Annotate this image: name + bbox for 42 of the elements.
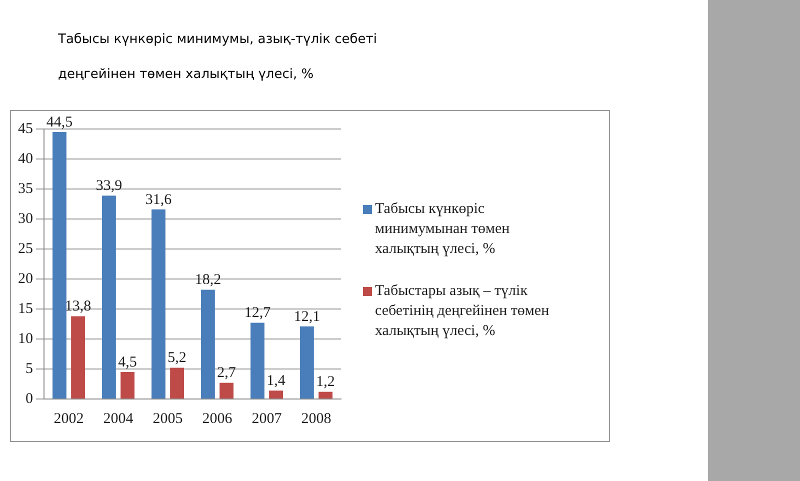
bar: [120, 372, 134, 398]
y-tick-label: 45: [18, 120, 33, 137]
y-tick-label: 25: [18, 240, 33, 257]
legend-label: Табыстары азық – түлік себетінің деңгейінен төмен халықтың үлесі, %: [375, 282, 550, 341]
data-label: 2,7: [217, 365, 236, 382]
chart-title: Табысы күнкөріс минимумы, азық-түлік себеті деңгейінен төмен халықтың үлесі, %: [58, 32, 377, 82]
bar: [152, 209, 166, 398]
x-tick-label: 2008: [301, 410, 332, 427]
data-label: 1,4: [266, 373, 286, 390]
x-tick-label: 2007: [252, 410, 282, 427]
bar: [170, 368, 184, 398]
y-tick-label: 10: [18, 330, 33, 347]
x-tick-label: 2006: [202, 410, 233, 427]
data-label: 5,2: [168, 350, 186, 366]
data-label: 31,6: [145, 192, 172, 208]
data-label: 12,1: [294, 308, 320, 325]
y-tick-label: 5: [26, 360, 33, 377]
bar: [269, 390, 283, 398]
data-label: 33,9: [96, 178, 122, 194]
bar: [318, 392, 332, 398]
y-tick-label: 0: [26, 390, 33, 407]
y-tick-label: 15: [18, 300, 33, 317]
data-label: 44,5: [46, 114, 73, 130]
bar: [300, 326, 314, 398]
bar: [52, 132, 66, 398]
data-label: 18,2: [194, 272, 222, 288]
y-tick-label: 35: [18, 180, 33, 197]
bar: [71, 316, 85, 398]
bar: [102, 196, 116, 398]
data-label: 12,7: [244, 305, 272, 322]
data-label: 4,5: [118, 354, 137, 370]
x-tick-label: 2005: [152, 410, 183, 427]
y-tick-label: 40: [18, 150, 33, 167]
x-tick-label: 2002: [54, 410, 84, 427]
bar: [201, 290, 215, 398]
bar: [250, 322, 264, 398]
bar: [220, 382, 234, 398]
data-label: 1,2: [316, 374, 335, 390]
y-tick-label: 30: [18, 210, 33, 227]
x-tick-label: 2004: [103, 410, 134, 427]
legend-label: Табысы күнкөріс минимумынан төмен халықтың үлесі, %: [375, 200, 511, 259]
y-tick-label: 20: [18, 270, 33, 287]
